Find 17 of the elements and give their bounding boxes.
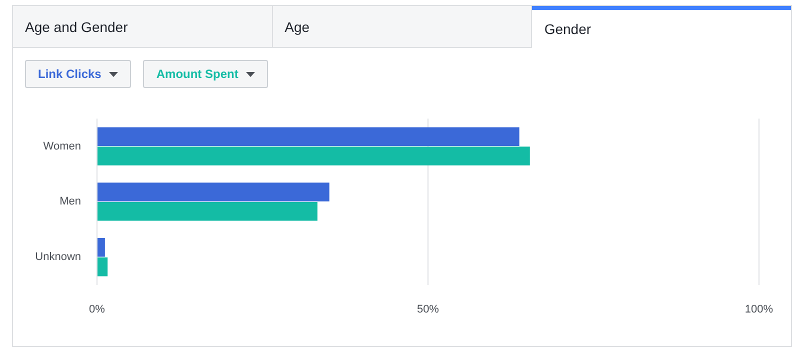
bar — [98, 182, 330, 202]
y-tick-label: Unknown — [35, 251, 81, 264]
text: Gender — [532, 6, 792, 48]
y-tick-label: Women — [43, 140, 81, 152]
bar — [98, 202, 318, 221]
bar — [98, 257, 108, 276]
text: Amount Spent — [156, 67, 238, 81]
text: Age — [272, 6, 532, 48]
x-tick-label: 0% — [89, 303, 106, 316]
x-tick-label: 50% — [416, 303, 440, 316]
x-tick-label: 100% — [744, 303, 774, 316]
text: Link Clicks — [38, 67, 102, 81]
bar — [98, 238, 105, 257]
text: Age and Gender — [13, 6, 273, 48]
y-tick-label: Men — [60, 196, 81, 208]
bar — [98, 146, 530, 166]
bar — [98, 127, 520, 146]
